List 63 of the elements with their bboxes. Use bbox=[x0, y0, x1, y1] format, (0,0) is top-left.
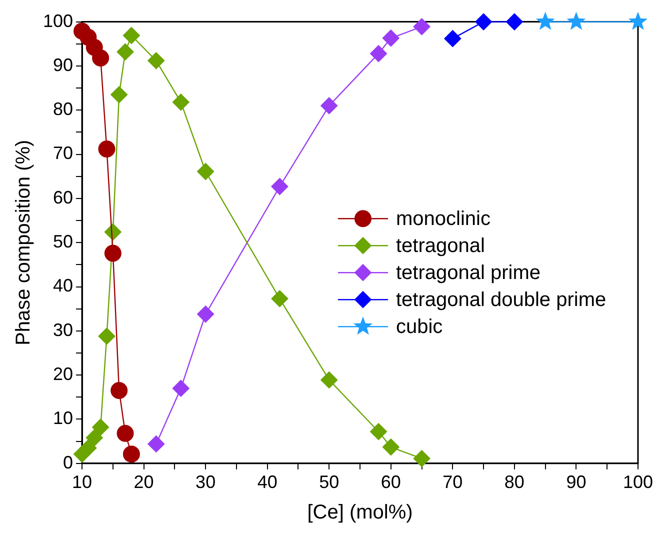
y-tick-label: 100 bbox=[42, 10, 74, 31]
point bbox=[271, 178, 288, 196]
point bbox=[382, 438, 400, 456]
y-tick-label: 10 bbox=[53, 408, 74, 428]
point bbox=[92, 418, 110, 436]
point bbox=[628, 12, 648, 30]
y-tick-label: 70 bbox=[53, 143, 74, 164]
point bbox=[320, 371, 338, 388]
point bbox=[104, 244, 122, 262]
point bbox=[98, 140, 116, 158]
x-tick-label: 70 bbox=[442, 472, 463, 492]
point bbox=[148, 435, 165, 452]
point bbox=[110, 382, 128, 400]
legend-label: cubic bbox=[396, 316, 443, 338]
point bbox=[110, 86, 128, 104]
x-tick-label: 80 bbox=[504, 472, 524, 492]
point bbox=[413, 18, 430, 36]
point bbox=[320, 97, 338, 114]
x-tick-label: 60 bbox=[380, 472, 401, 492]
legend-label: monoclinic bbox=[396, 208, 490, 230]
point bbox=[197, 163, 214, 180]
y-tick-label: 50 bbox=[53, 232, 74, 252]
y-tick-label: 90 bbox=[53, 54, 74, 75]
point bbox=[382, 30, 400, 47]
y-tick-label: 20 bbox=[53, 364, 74, 384]
x-tick-label: 20 bbox=[134, 472, 154, 492]
point bbox=[536, 12, 555, 30]
point bbox=[172, 94, 190, 111]
point bbox=[370, 45, 388, 62]
x-tick-label: 40 bbox=[257, 472, 278, 492]
point bbox=[506, 13, 523, 30]
point bbox=[444, 30, 462, 48]
point bbox=[370, 423, 388, 440]
legend-label: tetragonal prime bbox=[396, 262, 541, 284]
x-tick-label: 100 bbox=[622, 472, 654, 492]
y-tick-label: 40 bbox=[53, 276, 74, 296]
x-tick-label: 50 bbox=[319, 472, 340, 492]
x-tick-label: 90 bbox=[566, 472, 586, 492]
point bbox=[122, 26, 140, 44]
legend-label: tetragonal bbox=[396, 235, 485, 258]
legend-label: tetragonal double prime bbox=[396, 289, 606, 312]
y-tick-label: 0 bbox=[63, 452, 74, 472]
y-axis-title: Phase composition (%) bbox=[12, 140, 35, 346]
point bbox=[80, 439, 97, 456]
point bbox=[172, 380, 190, 397]
point bbox=[116, 43, 134, 60]
point bbox=[197, 306, 214, 323]
point bbox=[122, 446, 140, 463]
x-axis-title: [Ce] (mol%) bbox=[307, 502, 413, 524]
point bbox=[413, 450, 430, 468]
y-tick-label: 60 bbox=[53, 187, 74, 208]
point bbox=[475, 13, 492, 30]
point bbox=[98, 328, 116, 345]
y-tick-label: 80 bbox=[53, 99, 74, 120]
y-tick-label: 30 bbox=[53, 320, 74, 340]
point bbox=[566, 12, 586, 30]
x-tick-label: 30 bbox=[196, 472, 216, 492]
point bbox=[86, 429, 103, 446]
point bbox=[116, 424, 134, 442]
x-tick-label: 10 bbox=[72, 472, 92, 492]
point bbox=[92, 50, 110, 67]
point bbox=[271, 290, 288, 308]
point bbox=[148, 52, 165, 70]
